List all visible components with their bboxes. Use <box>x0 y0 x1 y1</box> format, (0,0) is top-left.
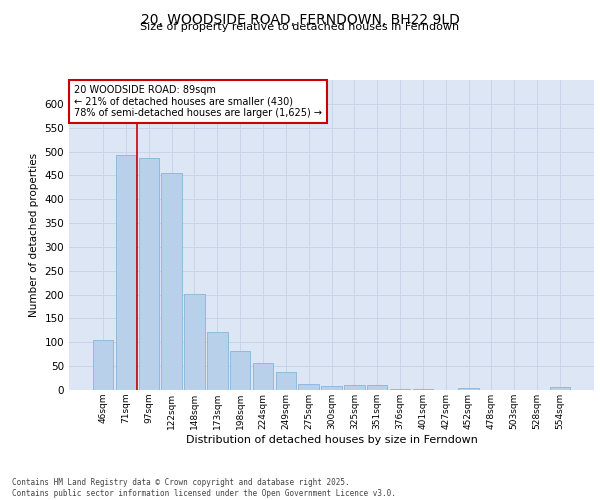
Text: 20, WOODSIDE ROAD, FERNDOWN, BH22 9LD: 20, WOODSIDE ROAD, FERNDOWN, BH22 9LD <box>140 12 460 26</box>
Bar <box>253 363 273 390</box>
Y-axis label: Number of detached properties: Number of detached properties <box>29 153 39 317</box>
Bar <box>550 387 570 390</box>
Bar <box>230 351 250 390</box>
Bar <box>321 386 342 390</box>
X-axis label: Distribution of detached houses by size in Ferndown: Distribution of detached houses by size … <box>185 434 478 444</box>
Bar <box>367 385 388 390</box>
Bar <box>344 385 365 390</box>
Bar <box>298 384 319 390</box>
Text: Size of property relative to detached houses in Ferndown: Size of property relative to detached ho… <box>140 22 460 32</box>
Bar <box>390 389 410 390</box>
Bar <box>207 332 227 390</box>
Text: 20 WOODSIDE ROAD: 89sqm
← 21% of detached houses are smaller (430)
78% of semi-d: 20 WOODSIDE ROAD: 89sqm ← 21% of detache… <box>74 84 322 118</box>
Bar <box>93 340 113 390</box>
Bar <box>275 372 296 390</box>
Bar <box>458 388 479 390</box>
Text: Contains HM Land Registry data © Crown copyright and database right 2025.
Contai: Contains HM Land Registry data © Crown c… <box>12 478 396 498</box>
Bar <box>184 294 205 390</box>
Bar <box>116 155 136 390</box>
Bar <box>139 158 159 390</box>
Bar <box>161 173 182 390</box>
Bar <box>413 389 433 390</box>
